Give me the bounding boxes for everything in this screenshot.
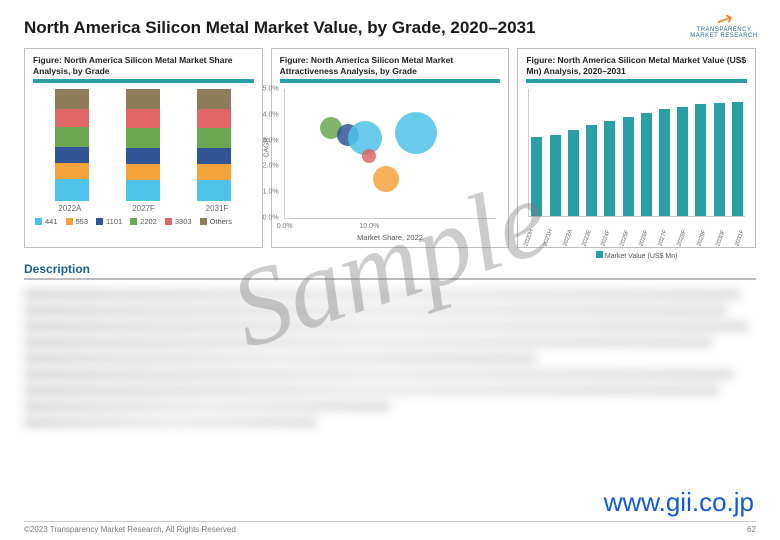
redacted-line	[24, 338, 712, 347]
redacted-line	[24, 370, 734, 379]
panel-attractiveness: Figure: North America Silicon Metal Mark…	[271, 48, 510, 248]
redacted-line	[24, 418, 317, 427]
bubble-chart: CAGR 0.0%1.0%2.0%3.0%4.0%5.0%0.0%10.0%	[284, 89, 497, 219]
panel-value-title: Figure: North America Silicon Metal Mark…	[526, 55, 747, 77]
redacted-line	[24, 354, 536, 363]
panel-share-title: Figure: North America Silicon Metal Mark…	[33, 55, 254, 77]
report-page: ↗︎ TRANSPARENCY MARKET RESEARCH North Am…	[0, 0, 780, 540]
page-title: North America Silicon Metal Market Value…	[24, 18, 756, 38]
stacked-bar-chart	[33, 89, 254, 201]
panel-accent-bar	[33, 79, 254, 83]
redacted-line	[24, 306, 727, 315]
stacked-bar-legend: 441553110122023303Others	[33, 217, 254, 226]
panel-market-value: Figure: North America Silicon Metal Mark…	[517, 48, 756, 248]
column-x-labels: 2020H2021H2022A2023E2024F2025F2026F2027F…	[526, 219, 747, 247]
redacted-line	[24, 322, 749, 331]
source-url-overlay: www.gii.co.jp	[604, 487, 754, 518]
column-legend: Market Value (US$ Mn)	[526, 251, 747, 260]
chart-panels-row: Figure: North America Silicon Metal Mark…	[24, 48, 756, 248]
brand-logo: ↗︎ TRANSPARENCY MARKET RESEARCH	[688, 8, 760, 44]
description-heading: Description	[24, 262, 756, 280]
panel-accent-bar	[526, 79, 747, 83]
description-redacted-body	[24, 290, 756, 427]
panel-attract-title: Figure: North America Silicon Metal Mark…	[280, 55, 501, 77]
column-chart	[528, 89, 745, 217]
redacted-line	[24, 386, 719, 395]
panel-accent-bar	[280, 79, 501, 83]
page-footer: ©2023 Transparency Market Research, All …	[24, 521, 756, 534]
footer-page-number: 62	[747, 525, 756, 534]
redacted-line	[24, 290, 741, 299]
bubble-x-label: Market Share, 2022	[280, 233, 501, 242]
logo-brand-sub: MARKET RESEARCH	[690, 33, 757, 39]
legend-swatch	[596, 251, 603, 258]
stacked-bar-x-labels: 2022A2027F2031F	[33, 204, 254, 213]
column-legend-label: Market Value (US$ Mn)	[605, 253, 678, 260]
panel-share-analysis: Figure: North America Silicon Metal Mark…	[24, 48, 263, 248]
footer-copyright: ©2023 Transparency Market Research, All …	[24, 525, 236, 534]
redacted-line	[24, 402, 390, 411]
